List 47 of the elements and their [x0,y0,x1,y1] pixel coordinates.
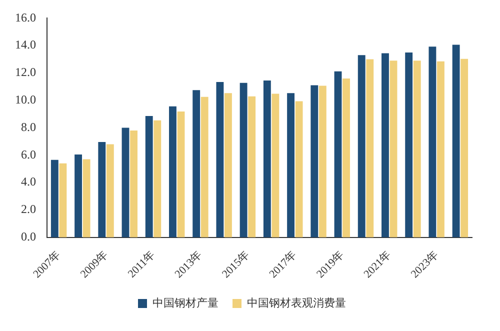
y-tick-label: 6.0 [21,147,36,162]
bar [390,60,398,238]
y-tick-label: 0.0 [21,229,36,244]
bar [452,44,460,238]
bar [200,96,208,238]
bar [98,142,106,238]
y-tick-label: 10.0 [15,92,36,107]
bar [413,60,421,238]
y-tick-label: 2.0 [21,202,36,216]
y-tick-label: 8.0 [21,120,36,134]
bar [310,85,318,238]
bar [74,154,82,238]
bar [342,78,350,238]
bar [224,93,232,238]
bar [216,82,224,238]
bar [130,130,138,238]
bar [154,120,162,238]
bar [295,101,303,238]
bar [240,82,248,238]
bar [122,128,130,238]
y-tick-label: 12.0 [15,65,36,80]
bar [405,52,413,238]
bar [272,94,280,238]
bar [287,93,295,238]
bar [318,86,326,238]
bar [460,58,468,238]
bar [334,71,342,238]
bar [82,159,90,238]
bar [192,90,200,238]
legend-label: 中国钢材产量 [152,296,218,310]
bar [106,144,114,238]
bar [169,106,176,238]
y-tick-label: 16.0 [15,10,36,24]
bar [145,116,153,238]
bar [177,111,185,238]
y-tick-label: 14.0 [15,38,36,52]
bar [428,46,436,238]
bar [248,96,256,238]
bar [382,53,389,238]
bar [358,55,366,238]
bar [50,160,58,238]
bar [366,59,374,238]
legend-label: 中国钢材表观消费量 [247,296,346,310]
bar [436,61,444,238]
bar [263,80,271,238]
y-tick-label: 4.0 [21,174,36,189]
bar [59,163,67,238]
